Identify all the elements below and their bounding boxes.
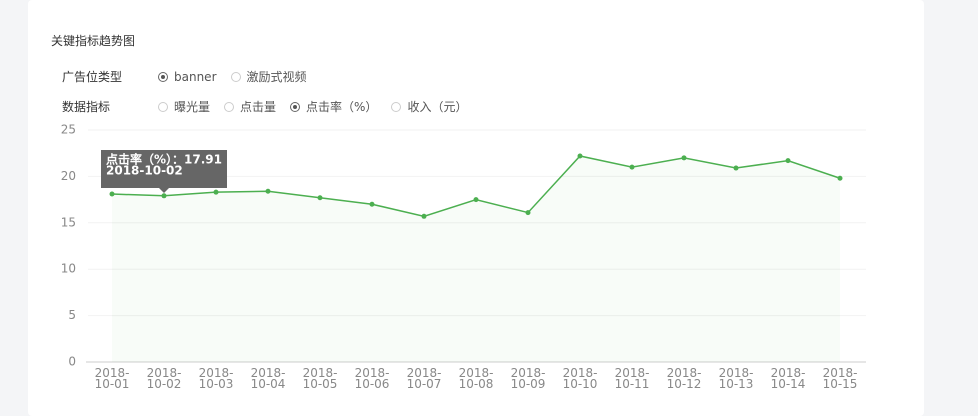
data-point xyxy=(213,189,219,195)
y-tick-label: 5 xyxy=(68,308,76,322)
radio-label[interactable]: 点击率（%） xyxy=(306,100,378,114)
filter-row: 数据指标 曝光量 点击量 点击率（%） 收入（元） xyxy=(62,98,481,115)
data-point xyxy=(733,165,739,171)
x-tick-label: 2018-10-14 xyxy=(771,366,806,391)
radio-label[interactable]: 曝光量 xyxy=(174,100,211,114)
data-point xyxy=(265,188,271,194)
radio-button[interactable] xyxy=(391,101,402,112)
data-point xyxy=(577,153,583,159)
data-point xyxy=(525,210,531,216)
x-tick-label: 2018-10-07 xyxy=(407,366,442,391)
data-point xyxy=(369,201,375,207)
data-point xyxy=(681,155,687,161)
tooltip-box xyxy=(101,150,227,188)
radio-button[interactable] xyxy=(158,71,168,82)
filter-label: 广告位类型 xyxy=(62,70,123,84)
data-point xyxy=(317,195,323,201)
y-tick-label: 15 xyxy=(61,215,76,229)
card-title: 关键指标趋势图 xyxy=(51,34,136,48)
data-point xyxy=(629,164,635,170)
radio-option[interactable]: 曝光量 xyxy=(158,98,210,115)
data-point xyxy=(421,213,427,219)
radio-option[interactable]: 点击量 xyxy=(224,98,276,115)
filter-row: 广告位类型 banner 激励式视频 xyxy=(62,68,321,85)
x-tick-label: 2018-10-05 xyxy=(303,366,338,391)
card: 关键指标趋势图 广告位类型 banner 激励式视频 数据指标 曝光量 点击量 点击率（%）… xyxy=(28,0,924,416)
y-tick-label: 10 xyxy=(61,262,76,276)
series-area xyxy=(112,155,840,362)
radio-option[interactable]: 激励式视频 xyxy=(230,68,307,85)
data-point xyxy=(109,191,115,197)
x-tick-label: 2018-10-12 xyxy=(667,366,702,391)
x-tick-label: 2018-10-10 xyxy=(563,366,598,391)
radio-button[interactable] xyxy=(230,71,241,82)
data-point xyxy=(837,175,843,181)
radio-label[interactable]: 激励式视频 xyxy=(246,70,307,84)
data-point xyxy=(473,197,479,203)
y-tick-label: 20 xyxy=(61,169,76,183)
radio-label[interactable]: 收入（元） xyxy=(407,100,468,114)
radio-label[interactable]: banner xyxy=(174,69,217,84)
x-tick-label: 2018-10-13 xyxy=(719,366,754,391)
x-tick-label: 2018-10-04 xyxy=(251,366,286,391)
radio-button[interactable] xyxy=(290,101,301,112)
x-tick-label: 2018-10-01 xyxy=(95,366,130,391)
x-tick-label: 2018-10-09 xyxy=(511,366,546,391)
x-tick-label: 2018-10-06 xyxy=(355,366,390,391)
tooltip-date: 2018-10-02 xyxy=(106,164,183,178)
radio-button[interactable] xyxy=(224,101,235,112)
x-tick-label: 2018-10-11 xyxy=(615,366,650,391)
filter-label: 数据指标 xyxy=(62,100,111,114)
x-tick-label: 2018-10-15 xyxy=(823,366,858,391)
x-tick-label: 2018-10-02 xyxy=(147,366,182,391)
radio-button[interactable] xyxy=(158,101,168,112)
radio-option[interactable]: banner xyxy=(158,70,217,84)
data-point xyxy=(161,193,167,199)
y-tick-label: 0 xyxy=(68,355,76,369)
radio-option[interactable]: 收入（元） xyxy=(391,98,467,115)
radio-label[interactable]: 点击量 xyxy=(240,100,277,114)
tooltip-arrow xyxy=(159,188,169,193)
radio-option[interactable]: 点击率（%） xyxy=(290,98,377,115)
x-tick-label: 2018-10-08 xyxy=(459,366,494,391)
tooltip-text: 点击率（%）：17.91 xyxy=(106,152,222,167)
y-tick-label: 25 xyxy=(61,123,76,137)
data-point xyxy=(785,158,791,164)
x-tick-label: 2018-10-03 xyxy=(199,366,234,391)
